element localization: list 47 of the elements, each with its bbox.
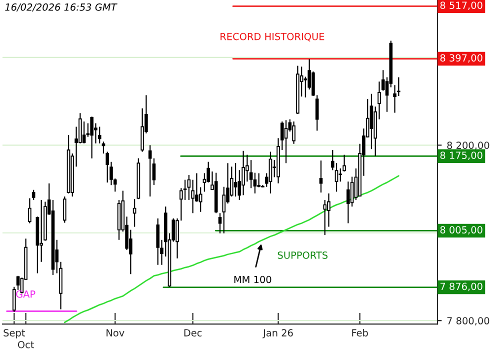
- x-tick-label: Sept: [4, 329, 25, 338]
- x-tick-label: Dec: [184, 329, 202, 336]
- annotation: MM 100: [234, 276, 272, 284]
- ref-line-label: 8 397,00: [440, 54, 482, 63]
- candlestick: [183, 179, 187, 201]
- candlestick: [319, 160, 323, 194]
- x-tick-label: Oct: [18, 340, 34, 348]
- candlestick: [253, 172, 257, 194]
- candlestick: [62, 196, 66, 224]
- annotation: 16/02/2026 16:53 GMT: [5, 3, 118, 12]
- candlestick: [132, 198, 136, 228]
- x-tick-label: Nov: [106, 329, 124, 336]
- candlestick: [148, 144, 152, 198]
- line-series: [64, 175, 400, 324]
- y-tick-label: 7 800,00: [447, 317, 490, 326]
- candlestick: [12, 286, 16, 312]
- ref-line-label: 7 876,00: [440, 282, 482, 292]
- candlestick: [156, 218, 160, 266]
- x-tick-label: Jan 26: [262, 329, 293, 338]
- annotation: RECORD HISTORIQUE: [220, 32, 324, 42]
- candlestick: [40, 199, 43, 262]
- candlestick: [90, 116, 94, 159]
- candlestick: [370, 93, 374, 150]
- x-tick-label: Feb: [352, 328, 368, 336]
- annotation: GAP: [16, 290, 36, 298]
- candlestick: [28, 198, 32, 224]
- candlestick: [152, 158, 156, 186]
- candlestick: [350, 176, 354, 208]
- candlestick: [98, 126, 102, 144]
- annotation: SUPPORTS: [278, 252, 328, 259]
- candlestick: [218, 212, 222, 234]
- candlestick: [234, 162, 238, 198]
- candlestick: [284, 120, 288, 164]
- ref-line-label: 8 175,00: [440, 152, 482, 160]
- candlestick: [242, 150, 245, 196]
- candlestick: [32, 189, 36, 201]
- candlestick: [249, 160, 253, 189]
- candlestick: [323, 199, 327, 236]
- candlestick: [187, 174, 191, 201]
- candlestick: [82, 120, 86, 144]
- ref-line-label: 8 005,00: [440, 226, 482, 234]
- ref-line-label: 8 517,00: [440, 2, 482, 10]
- candlestick: [292, 120, 296, 144]
- y-tick-label: 8 200,00: [447, 142, 490, 150]
- candlestick: [268, 151, 272, 194]
- candlestick: [334, 162, 338, 192]
- candlestick: [338, 168, 342, 182]
